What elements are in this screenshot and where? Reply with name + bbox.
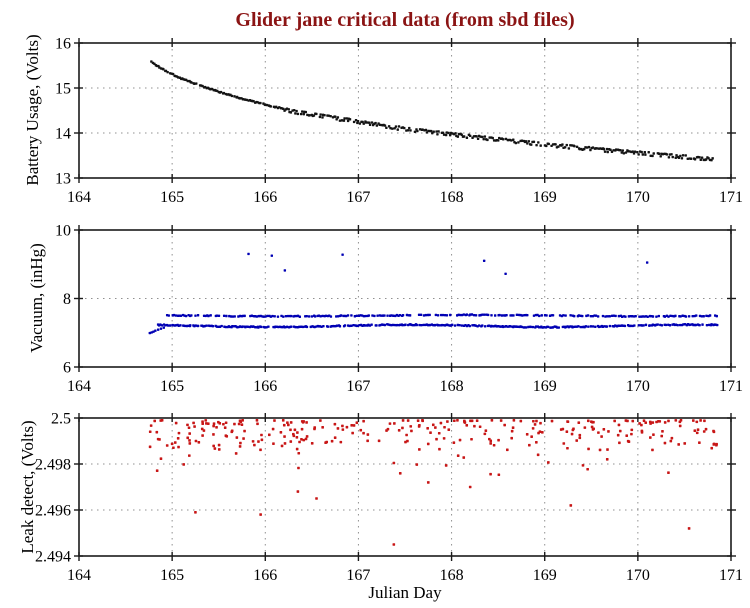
x-tick-label: 166 [253, 189, 277, 206]
x-tick-label: 167 [346, 189, 370, 206]
x-tick-label: 168 [440, 189, 464, 206]
tick-marks [74, 38, 736, 183]
x-tick-label: 165 [160, 189, 184, 206]
x-tick-label: 169 [533, 378, 557, 395]
x-tick-label: 166 [253, 567, 277, 584]
y-tick-label: 13 [55, 171, 71, 188]
plot-frame [78, 229, 732, 368]
plot-frame [78, 42, 732, 179]
x-tick-label: 167 [346, 378, 370, 395]
y-tick-label: 16 [55, 36, 71, 53]
x-tick-label: 171 [719, 378, 743, 395]
tick-labels: 164 165 166 167 168 169 170 171 6 8 10 [55, 223, 743, 396]
x-tick-label: 169 [533, 567, 557, 584]
x-tick-label: 168 [440, 378, 464, 395]
y-tick-label: 14 [55, 126, 71, 143]
leak-y-axis-label: Leak detect, (Volts) [18, 420, 37, 554]
tick-labels: 164 165 166 167 168 169 170 171 13 14 15 16 [55, 36, 743, 207]
chart-title: Glider jane critical data (from sbd file… [235, 9, 575, 31]
y-tick-label: 2.494 [35, 549, 71, 566]
x-tick-label: 171 [719, 567, 743, 584]
tick-marks [74, 413, 736, 561]
y-tick-label: 2.5 [51, 411, 71, 428]
gridlines [79, 230, 731, 367]
gridlines [79, 418, 731, 556]
battery-subplot: 164 165 166 167 168 169 170 171 13 14 15 16 [55, 36, 743, 207]
vacuum-y-axis-label: Vacuum, (inHg) [27, 243, 46, 353]
x-tick-label: 168 [440, 567, 464, 584]
vacuum-subplot: 164 165 166 167 168 169 170 171 6 8 10 [55, 223, 743, 396]
x-tick-label: 166 [253, 378, 277, 395]
x-tick-label: 164 [67, 189, 91, 206]
x-tick-label: 164 [67, 567, 91, 584]
leak-subplot: 164 165 166 167 168 169 170 171 2.494 2.496 2.498 2… [35, 411, 743, 585]
x-tick-label: 170 [626, 378, 650, 395]
x-tick-label: 167 [346, 567, 370, 584]
x-tick-label: 164 [67, 378, 91, 395]
y-tick-label: 2.496 [35, 503, 71, 520]
x-tick-label: 165 [160, 567, 184, 584]
x-tick-label: 165 [160, 378, 184, 395]
y-tick-label: 6 [63, 360, 71, 377]
y-tick-label: 2.498 [35, 457, 71, 474]
x-tick-label: 169 [533, 189, 557, 206]
y-tick-label: 15 [55, 81, 71, 98]
vacuum-series [148, 252, 719, 335]
leak-series [148, 419, 718, 546]
x-tick-label: 171 [719, 189, 743, 206]
tick-labels: 164 165 166 167 168 169 170 171 2.494 2.496 2.498 2… [35, 411, 743, 585]
x-tick-label: 170 [626, 567, 650, 584]
y-tick-label: 10 [55, 223, 71, 240]
x-axis-label: Julian Day [368, 583, 442, 602]
battery-y-axis-label: Battery Usage, (Volts) [23, 34, 42, 186]
tick-marks [74, 225, 736, 372]
plot-frame [78, 417, 732, 557]
gridlines [79, 43, 731, 178]
y-tick-label: 8 [63, 291, 71, 308]
x-tick-label: 170 [626, 189, 650, 206]
battery-series [150, 60, 714, 162]
